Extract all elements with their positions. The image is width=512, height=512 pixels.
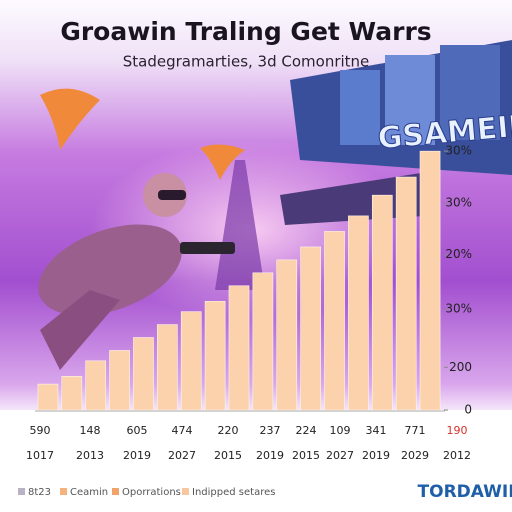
y-tick-label: 200 bbox=[449, 360, 472, 374]
legend-label: Oporrations bbox=[122, 487, 181, 498]
x-label-top: 109 bbox=[330, 424, 351, 437]
x-label-bottom: 2027 bbox=[326, 449, 354, 462]
legend-label: Indipped setares bbox=[192, 487, 275, 498]
chart-subtitle: Stadegramarties, 3d Comonritne bbox=[123, 53, 370, 71]
bar bbox=[252, 272, 274, 411]
tower bbox=[215, 160, 265, 290]
x-label-bottom: 2013 bbox=[76, 449, 104, 462]
legend-item: Oporrations bbox=[112, 487, 181, 498]
bar bbox=[61, 376, 83, 411]
legend-swatch bbox=[18, 488, 25, 495]
x-label-top: 237 bbox=[260, 424, 281, 437]
y-tick-label: 30% bbox=[445, 302, 472, 316]
legend-label: 8t23 bbox=[28, 487, 51, 498]
legend-swatch bbox=[60, 488, 67, 495]
bar bbox=[348, 215, 369, 411]
x-label-top: 590 bbox=[30, 424, 51, 437]
y-tick-label: 30% bbox=[445, 144, 472, 158]
y-tick-label: 30% bbox=[445, 195, 472, 209]
bar bbox=[37, 383, 59, 411]
legend-label: Ceamin bbox=[70, 487, 108, 498]
brand: TORDAWIN bbox=[418, 482, 512, 502]
x-label-bottom: 2019 bbox=[256, 449, 284, 462]
x-label-top: 224 bbox=[296, 424, 317, 437]
legend-swatch bbox=[112, 488, 119, 495]
legend-item: Indipped setares bbox=[182, 487, 275, 498]
legend-item: Ceamin bbox=[60, 487, 108, 498]
bar bbox=[324, 231, 345, 411]
x-label-bottom: 2015 bbox=[214, 449, 242, 462]
bar bbox=[204, 300, 226, 411]
bar bbox=[133, 337, 154, 411]
x-label-bottom: 2019 bbox=[123, 449, 151, 462]
bar bbox=[180, 311, 202, 411]
x-label-bottom: 2029 bbox=[401, 449, 429, 462]
bar bbox=[371, 194, 393, 411]
x-label-bottom: 2019 bbox=[362, 449, 390, 462]
x-label-top: 148 bbox=[80, 424, 101, 437]
footer-area bbox=[0, 410, 512, 512]
birds bbox=[40, 88, 245, 180]
bar bbox=[395, 176, 417, 411]
x-label-bottom: 2012 bbox=[443, 449, 471, 462]
x-label-bottom: 2015 bbox=[292, 449, 320, 462]
bar bbox=[419, 150, 441, 411]
x-label-top: 190 bbox=[447, 424, 468, 437]
bar bbox=[276, 259, 298, 411]
legend-swatch bbox=[182, 488, 189, 495]
chart-title: Groawin Traling Get Warrs bbox=[60, 17, 431, 46]
x-label-top: 605 bbox=[127, 424, 148, 437]
bar bbox=[228, 285, 250, 411]
bar bbox=[109, 350, 130, 411]
x-label-top: 474 bbox=[172, 424, 193, 437]
x-label-bottom: 1017 bbox=[26, 449, 54, 462]
soldier bbox=[38, 173, 235, 370]
x-label-top: 771 bbox=[405, 424, 426, 437]
x-label-top: 341 bbox=[366, 424, 387, 437]
y-tick-label: 20% bbox=[445, 247, 472, 261]
x-label-top: 220 bbox=[218, 424, 239, 437]
bar bbox=[157, 324, 178, 411]
bar bbox=[85, 360, 107, 411]
legend-item: 8t23 bbox=[18, 487, 51, 498]
y-tick-label: 0 bbox=[464, 403, 472, 417]
bar bbox=[300, 246, 321, 411]
x-label-bottom: 2027 bbox=[168, 449, 196, 462]
